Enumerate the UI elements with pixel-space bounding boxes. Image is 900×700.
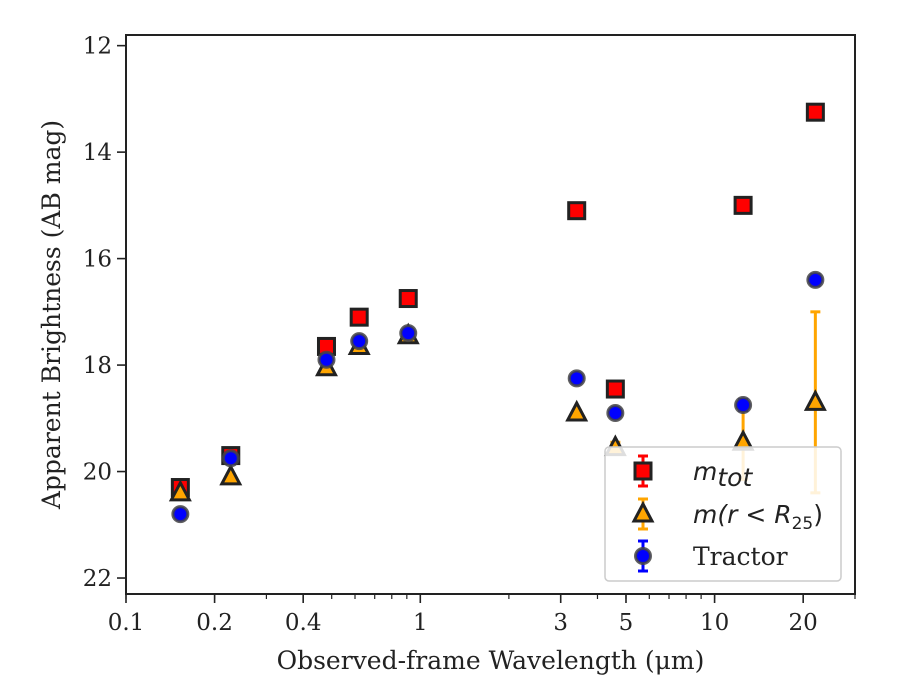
y-tick-label: 16 [83, 247, 112, 273]
point-m-tot [605, 379, 625, 399]
series-tractor [171, 270, 825, 524]
y-tick-label: 12 [83, 34, 112, 60]
legend-marker-tractor [634, 547, 652, 565]
x-axis-label: Observed-frame Wavelength (μm) [277, 646, 705, 675]
plot-frame [125, 34, 856, 595]
y-tick-label: 20 [83, 460, 112, 486]
legend-label-tractor: Tractor [693, 542, 788, 571]
point-tractor [734, 396, 753, 415]
point-m-tot [805, 102, 825, 122]
y-tick-label: 14 [83, 140, 112, 166]
x-tick-label: 0.1 [108, 610, 145, 636]
x-tick-label: 20 [789, 610, 818, 636]
point-m-r25 [219, 463, 243, 486]
point-m-r25 [168, 479, 192, 502]
point-m-tot [567, 201, 587, 221]
x-tick-label: 0.4 [285, 610, 322, 636]
y-tick-label: 22 [83, 566, 112, 592]
y-axis-ticks: 12 14 16 18 20 22 [83, 34, 126, 592]
legend-handle-m-r25 [631, 497, 655, 531]
legend-label-m-r25: m(r < R25) [693, 500, 823, 534]
point-tractor [567, 369, 586, 388]
point-m-r25 [565, 399, 589, 422]
y-axis-label: Apparent Brightness (AB mag) [37, 120, 66, 510]
point-tractor [171, 505, 190, 524]
legend-handles [631, 454, 655, 573]
legend-label-m-tot: mtot [693, 457, 753, 492]
point-m-tot [349, 307, 369, 327]
point-tractor [317, 350, 336, 369]
legend-handle-tractor [634, 539, 652, 573]
legend-marker-m-tot [633, 461, 653, 481]
y-tick-label: 18 [83, 353, 112, 379]
point-m-r25 [803, 389, 827, 411]
x-tick-label: 0.2 [196, 610, 233, 636]
legend-box [604, 446, 842, 582]
x-tick-label: 1 [413, 610, 428, 636]
x-axis-ticks: 0.1 0.2 0.4 1 3 5 10 20 [108, 594, 856, 636]
legend: mtot m(r < R25) Tractor [604, 446, 842, 582]
point-tractor [806, 270, 825, 289]
point-tractor [221, 449, 240, 468]
legend-handle-m-tot [633, 454, 653, 488]
point-m-tot [733, 195, 753, 215]
x-tick-label: 3 [553, 610, 568, 636]
point-tractor [399, 324, 418, 343]
point-m-tot [398, 289, 418, 309]
point-tractor [606, 403, 625, 422]
legend-marker-m-r25 [631, 500, 655, 523]
x-tick-label: 5 [619, 610, 634, 636]
x-tick-label: 10 [700, 610, 729, 636]
point-tractor [350, 332, 369, 351]
